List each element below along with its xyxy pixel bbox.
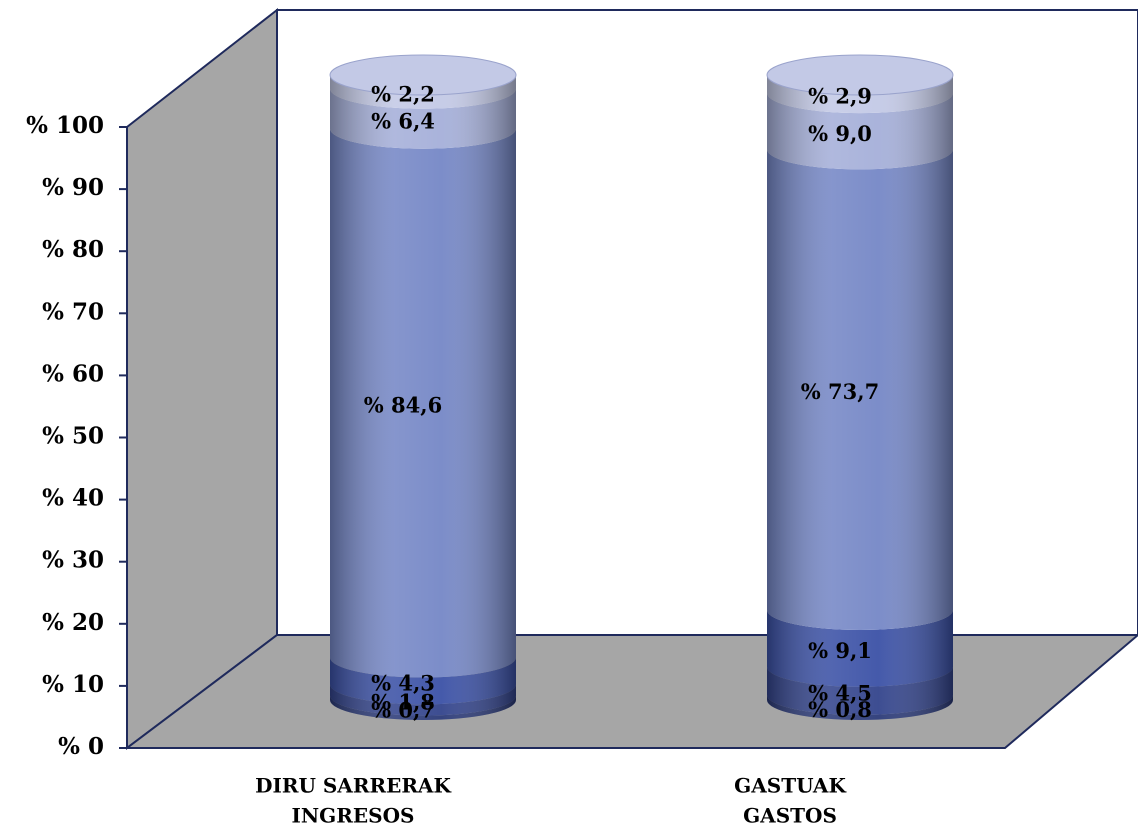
value-label: % 4,3	[371, 670, 435, 695]
x-tick-label: GASTUAK	[734, 774, 846, 798]
value-label: % 0,8	[808, 697, 872, 722]
floor	[124, 634, 1138, 749]
y-tick-label: % 100	[26, 112, 104, 139]
x-tick-label: DIRU SARRERAK	[255, 774, 451, 798]
x-tick-label: INGRESOS	[292, 804, 415, 828]
value-label: % 1,8	[371, 690, 435, 715]
cylinder-top	[329, 54, 517, 96]
cylinder-top	[766, 54, 954, 96]
value-label: % 4,5	[808, 680, 872, 705]
y-tick-label: % 90	[42, 174, 104, 201]
y-tick-label: % 80	[42, 236, 104, 263]
value-label: % 9,1	[808, 638, 872, 663]
side-wall	[126, 7, 278, 751]
y-tick-label: % 30	[42, 547, 104, 574]
value-label: % 6,4	[371, 108, 435, 133]
y-tick-label: % 50	[42, 423, 104, 450]
y-tick-label: % 0	[58, 733, 104, 760]
value-label: % 2,2	[371, 81, 435, 106]
value-label: % 9,0	[808, 121, 872, 146]
y-tick-label: % 10	[42, 671, 104, 698]
value-label: % 84,6	[364, 393, 442, 418]
value-label: % 73,7	[801, 379, 879, 404]
value-label: % 2,9	[808, 84, 872, 109]
cylinder-shade	[330, 75, 516, 720]
x-tick-label: GASTOS	[743, 804, 837, 828]
y-tick-label: % 40	[42, 485, 104, 512]
y-tick-label: % 70	[42, 298, 104, 325]
y-tick-label: % 60	[42, 360, 104, 387]
value-label: % 0,7	[371, 697, 435, 722]
cylinder-shade	[767, 75, 953, 720]
y-tick-label: % 20	[42, 609, 104, 636]
